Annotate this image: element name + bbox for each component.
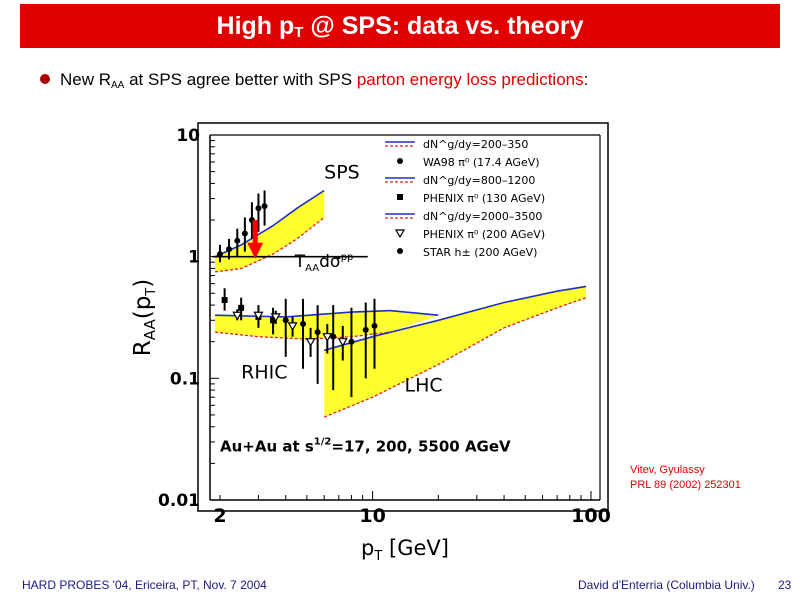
data-point-star-4 bbox=[241, 230, 248, 237]
band-fill-1 bbox=[215, 190, 325, 272]
system-label: Au+Au at s1/2=17, 200, 5500 AGeV bbox=[220, 437, 511, 456]
title-rest: @ SPS: data vs. theory bbox=[303, 11, 584, 40]
reference-credit: Vitev, Gyulassy PRL 89 (2002) 252301 bbox=[630, 463, 741, 493]
legend-star-marker bbox=[397, 248, 403, 254]
title-bar: High pT @ SPS: data vs. theory bbox=[20, 4, 780, 48]
lhc-label: LHC bbox=[405, 374, 443, 396]
data-point-triangle-17 bbox=[322, 333, 333, 342]
data-point-triangle-18 bbox=[337, 338, 348, 347]
data-point-triangle-13 bbox=[253, 311, 264, 321]
x-tick-label: 2 bbox=[213, 505, 226, 527]
data-point-star-3 bbox=[234, 237, 241, 244]
x-axis-title: pT [GeV] bbox=[361, 536, 449, 564]
raa-figure: 10 1 0.1 0.01 2 10 100 pT [GeV] RAA(pT) SPS RHIC LH… bbox=[110, 115, 630, 565]
legend-label-6: PHENIX π⁰ (200 AGeV) bbox=[423, 228, 545, 241]
credit-journal: PRL 89 (2002) 252301 bbox=[630, 479, 741, 491]
data-point-star-24 bbox=[362, 326, 369, 333]
data-point-triangle-16 bbox=[305, 338, 316, 347]
legend-label-1: dN^g/dy=200–350 bbox=[423, 138, 528, 151]
band-lower-line-1 bbox=[215, 216, 325, 273]
bullet-part-3: : bbox=[583, 70, 589, 89]
x-tick-label: 100 bbox=[571, 505, 611, 527]
slide-title: High pT @ SPS: data vs. theory bbox=[217, 12, 584, 41]
data-point-star-1 bbox=[216, 251, 223, 258]
legend-label-3: dN^g/dy=800–1200 bbox=[423, 174, 535, 187]
page-number: 23 bbox=[778, 578, 792, 592]
data-point-square-9 bbox=[238, 304, 245, 311]
sps-label: SPS bbox=[324, 161, 360, 183]
bullet-text: New RAA at SPS agree better with SPS par… bbox=[40, 70, 588, 91]
data-point-star-19 bbox=[282, 317, 289, 324]
bullet-icon bbox=[40, 73, 50, 84]
x-tick-label: 10 bbox=[359, 505, 385, 527]
data-point-star-20 bbox=[300, 320, 307, 327]
data-point-star-22 bbox=[330, 333, 337, 340]
footer-conference: HARD PROBES '04, Ericeira, PT, Nov. 7 20… bbox=[22, 578, 267, 592]
legend-triangle-marker bbox=[394, 229, 406, 239]
data-point-star-7 bbox=[261, 203, 268, 210]
figure-frame bbox=[197, 122, 609, 512]
band-upper-line-1 bbox=[214, 189, 325, 258]
bullet-part-2: at SPS agree better with SPS bbox=[124, 70, 357, 89]
legend-star-marker bbox=[397, 158, 403, 164]
title-subscript: T bbox=[294, 23, 304, 41]
data-point-square-8 bbox=[221, 297, 228, 304]
title-main: High p bbox=[216, 11, 295, 40]
credit-authors: Vitev, Gyulassy bbox=[630, 464, 705, 476]
data-point-star-25 bbox=[371, 322, 378, 329]
bullet-subscript: AA bbox=[111, 80, 125, 91]
band-fill-3 bbox=[324, 286, 587, 418]
legend-label-5: dN^g/dy=2000–3500 bbox=[423, 210, 542, 223]
legend-label-7: STAR h± (200 AGeV) bbox=[423, 246, 537, 259]
bullet-highlight: parton energy loss predictions bbox=[356, 70, 584, 89]
bullet-part-1: New R bbox=[60, 70, 112, 89]
data-point-star-6 bbox=[255, 205, 262, 212]
y-tick-label: 10 bbox=[176, 126, 200, 146]
raa-chart: 10 1 0.1 0.01 2 10 100 pT [GeV] RAA(pT) SPS RHIC LH… bbox=[130, 122, 611, 564]
data-point-triangle-15 bbox=[287, 322, 298, 332]
rhic-label: RHIC bbox=[241, 361, 287, 383]
footer-author: David d'Enterria (Columbia Univ.) bbox=[578, 578, 755, 592]
legend-label-2: WA98 π⁰ (17.4 AGeV) bbox=[423, 156, 540, 169]
band-upper-line-3 bbox=[323, 285, 587, 352]
arrow-head bbox=[247, 242, 264, 259]
band-lower-line-3 bbox=[323, 297, 587, 418]
y-tick-label: 0.01 bbox=[158, 491, 200, 511]
legend-label-4: PHENIX π⁰ (130 AGeV) bbox=[423, 192, 545, 205]
legend-square-marker bbox=[397, 194, 403, 200]
y-tick-label: 0.1 bbox=[170, 369, 200, 389]
y-axis-title: RAA(pT) bbox=[130, 279, 159, 356]
data-point-triangle-12 bbox=[232, 311, 243, 321]
data-point-square-11 bbox=[270, 317, 277, 324]
data-point-triangle-14 bbox=[270, 313, 281, 323]
data-point-star-23 bbox=[348, 338, 355, 345]
data-point-star-21 bbox=[314, 329, 321, 336]
y-tick-label: 1 bbox=[188, 248, 200, 268]
data-point-star-2 bbox=[226, 246, 233, 253]
